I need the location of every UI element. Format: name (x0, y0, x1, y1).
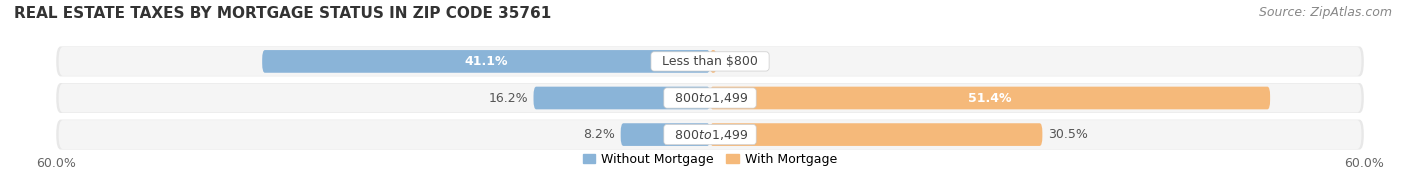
FancyBboxPatch shape (710, 50, 717, 73)
FancyBboxPatch shape (620, 123, 710, 146)
FancyBboxPatch shape (59, 120, 1361, 149)
Legend: Without Mortgage, With Mortgage: Without Mortgage, With Mortgage (578, 148, 842, 171)
Text: 16.2%: 16.2% (488, 92, 529, 104)
FancyBboxPatch shape (59, 83, 1361, 113)
FancyBboxPatch shape (262, 50, 710, 73)
Text: Less than $800: Less than $800 (654, 55, 766, 68)
Text: 0.59%: 0.59% (721, 55, 762, 68)
Text: 51.4%: 51.4% (969, 92, 1012, 104)
Text: REAL ESTATE TAXES BY MORTGAGE STATUS IN ZIP CODE 35761: REAL ESTATE TAXES BY MORTGAGE STATUS IN … (14, 6, 551, 21)
Text: 41.1%: 41.1% (464, 55, 508, 68)
FancyBboxPatch shape (56, 120, 1364, 150)
Text: $800 to $1,499: $800 to $1,499 (666, 128, 754, 142)
Text: 8.2%: 8.2% (583, 128, 616, 141)
FancyBboxPatch shape (533, 87, 710, 109)
FancyBboxPatch shape (710, 123, 1042, 146)
FancyBboxPatch shape (56, 46, 1364, 76)
FancyBboxPatch shape (59, 47, 1361, 76)
Text: $800 to $1,499: $800 to $1,499 (666, 91, 754, 105)
Text: 30.5%: 30.5% (1047, 128, 1088, 141)
Text: Source: ZipAtlas.com: Source: ZipAtlas.com (1258, 6, 1392, 19)
FancyBboxPatch shape (710, 87, 1270, 109)
FancyBboxPatch shape (56, 83, 1364, 113)
